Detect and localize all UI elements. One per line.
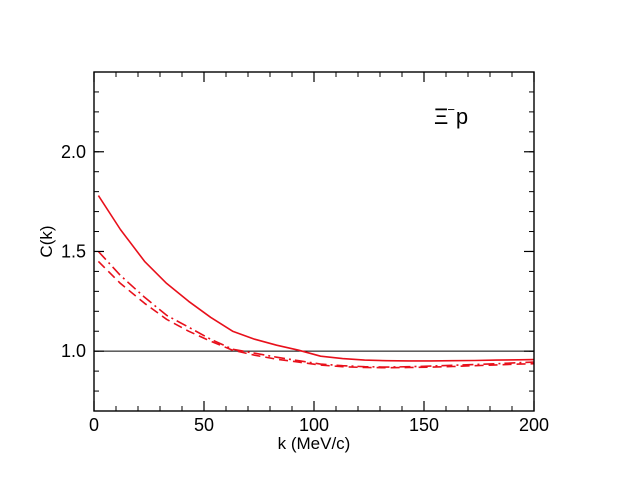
x-tick-label: 150 (409, 415, 439, 435)
series-line-solid (97, 195, 535, 362)
annotation-tail: p (456, 104, 468, 129)
x-tick-label: 100 (299, 415, 329, 435)
x-axis-title: k (MeV/c) (278, 434, 351, 453)
annotation-superscript: − (447, 102, 455, 117)
annotation-main: Ξ (434, 104, 448, 129)
xi-minus-p-annotation: Ξ−p (434, 102, 468, 129)
x-tick-label: 50 (194, 415, 214, 435)
series-line-dash-dot (97, 250, 535, 368)
y-tick-label: 2.0 (61, 142, 86, 162)
ticks-layer (93, 71, 535, 412)
y-tick-label: 1.5 (61, 241, 86, 261)
x-tick-label: 200 (519, 415, 549, 435)
series-line-dashed (97, 260, 535, 369)
y-axis-title: C(k) (37, 225, 56, 257)
labels-layer: 0 50 100 150 200 1.0 1.5 2.0 (61, 142, 549, 435)
plot-frame (93, 71, 535, 412)
y-tick-label: 1.0 (61, 341, 86, 361)
x-tick-label: 0 (89, 415, 99, 435)
series-layer (97, 195, 535, 369)
